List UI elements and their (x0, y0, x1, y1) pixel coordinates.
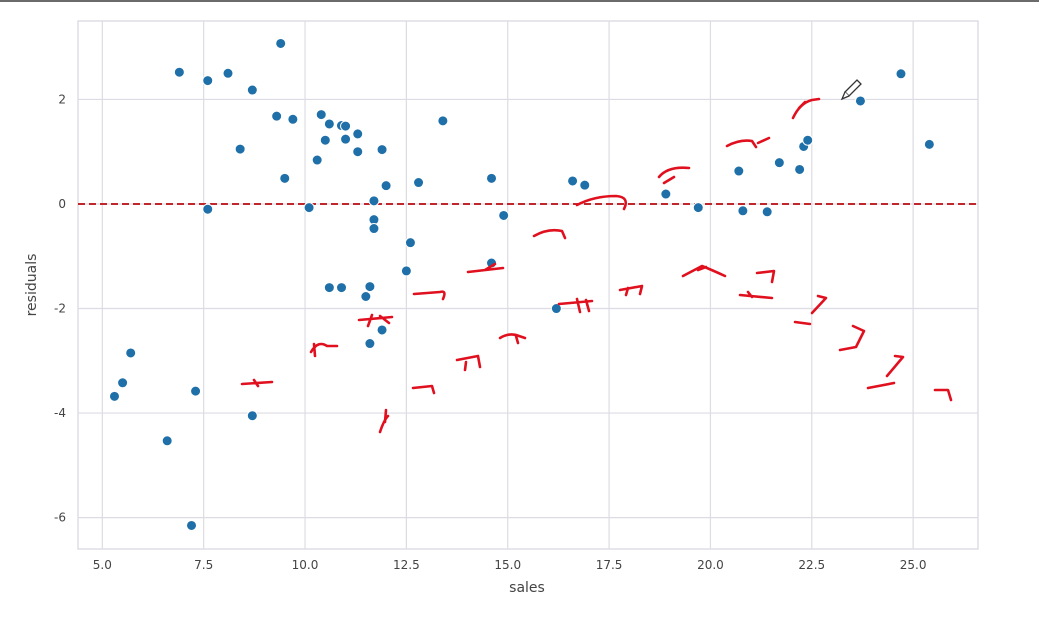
data-point (190, 385, 202, 397)
data-point (173, 66, 185, 78)
x-tick-label: 5.0 (93, 558, 112, 572)
data-point (368, 195, 380, 207)
y-tick-label: 2 (58, 92, 66, 106)
plot-background (77, 20, 979, 550)
data-point (336, 282, 348, 294)
pencil-cursor-icon (840, 79, 862, 101)
x-tick-label: 10.0 (292, 558, 319, 572)
data-point (376, 324, 388, 336)
data-point (364, 338, 376, 350)
data-point (486, 172, 498, 184)
data-point (323, 118, 335, 130)
scatter-points (108, 37, 935, 531)
x-tick-label: 15.0 (494, 558, 521, 572)
data-point (202, 203, 214, 215)
data-point (352, 128, 364, 140)
y-tick-label: -6 (54, 511, 66, 525)
data-point (161, 435, 173, 447)
data-point (287, 113, 299, 125)
data-point (794, 163, 806, 175)
data-point (400, 265, 412, 277)
data-point (125, 347, 137, 359)
data-point (413, 177, 425, 189)
y-axis-label: residuals (24, 254, 40, 317)
x-tick-labels: 5.0 7.5 10.0 12.5 15.0 17.5 20.0 22.5 25.0 (93, 558, 927, 572)
data-point (761, 206, 773, 218)
data-point (311, 154, 323, 166)
data-point (437, 115, 449, 127)
data-point (660, 188, 672, 200)
x-axis-label: sales (509, 580, 545, 596)
data-point (340, 120, 352, 132)
x-tick-label: 20.0 (697, 558, 724, 572)
data-point (275, 37, 287, 49)
data-point (567, 175, 579, 187)
data-point (692, 202, 704, 214)
data-point (733, 165, 745, 177)
data-point (202, 75, 214, 87)
data-point (246, 410, 258, 422)
data-point (404, 237, 416, 249)
y-tick-label: -2 (54, 302, 66, 316)
data-point (579, 179, 591, 191)
y-tick-label: -4 (54, 406, 66, 420)
top-divider (0, 0, 1039, 2)
data-point (376, 144, 388, 156)
data-point (895, 68, 907, 80)
data-point (246, 84, 258, 96)
data-point (854, 95, 866, 107)
y-tick-label: 0 (58, 197, 66, 211)
x-tick-label: 22.5 (798, 558, 825, 572)
data-point (773, 157, 785, 169)
data-point (380, 180, 392, 192)
x-tick-label: 17.5 (596, 558, 623, 572)
data-point (323, 282, 335, 294)
data-point (923, 138, 935, 150)
data-point (303, 202, 315, 214)
data-point (222, 67, 234, 79)
data-point (550, 303, 562, 315)
data-point (802, 134, 814, 146)
data-point (498, 209, 510, 221)
x-tick-label: 25.0 (900, 558, 927, 572)
handwritten-annotations (240, 97, 953, 434)
data-point (315, 109, 327, 121)
y-tick-labels: 2 0 -2 -4 -6 (54, 92, 66, 524)
data-point (319, 134, 331, 146)
data-point (271, 110, 283, 122)
data-point (186, 519, 198, 531)
x-tick-label: 12.5 (393, 558, 420, 572)
data-point (108, 390, 120, 402)
data-point (368, 223, 380, 235)
data-point (364, 281, 376, 293)
data-point (279, 172, 291, 184)
data-point (737, 205, 749, 217)
data-point (360, 291, 372, 303)
data-point (117, 377, 129, 389)
x-tick-label: 7.5 (194, 558, 213, 572)
data-point (234, 143, 246, 155)
data-point (340, 133, 352, 145)
data-point (352, 146, 364, 158)
